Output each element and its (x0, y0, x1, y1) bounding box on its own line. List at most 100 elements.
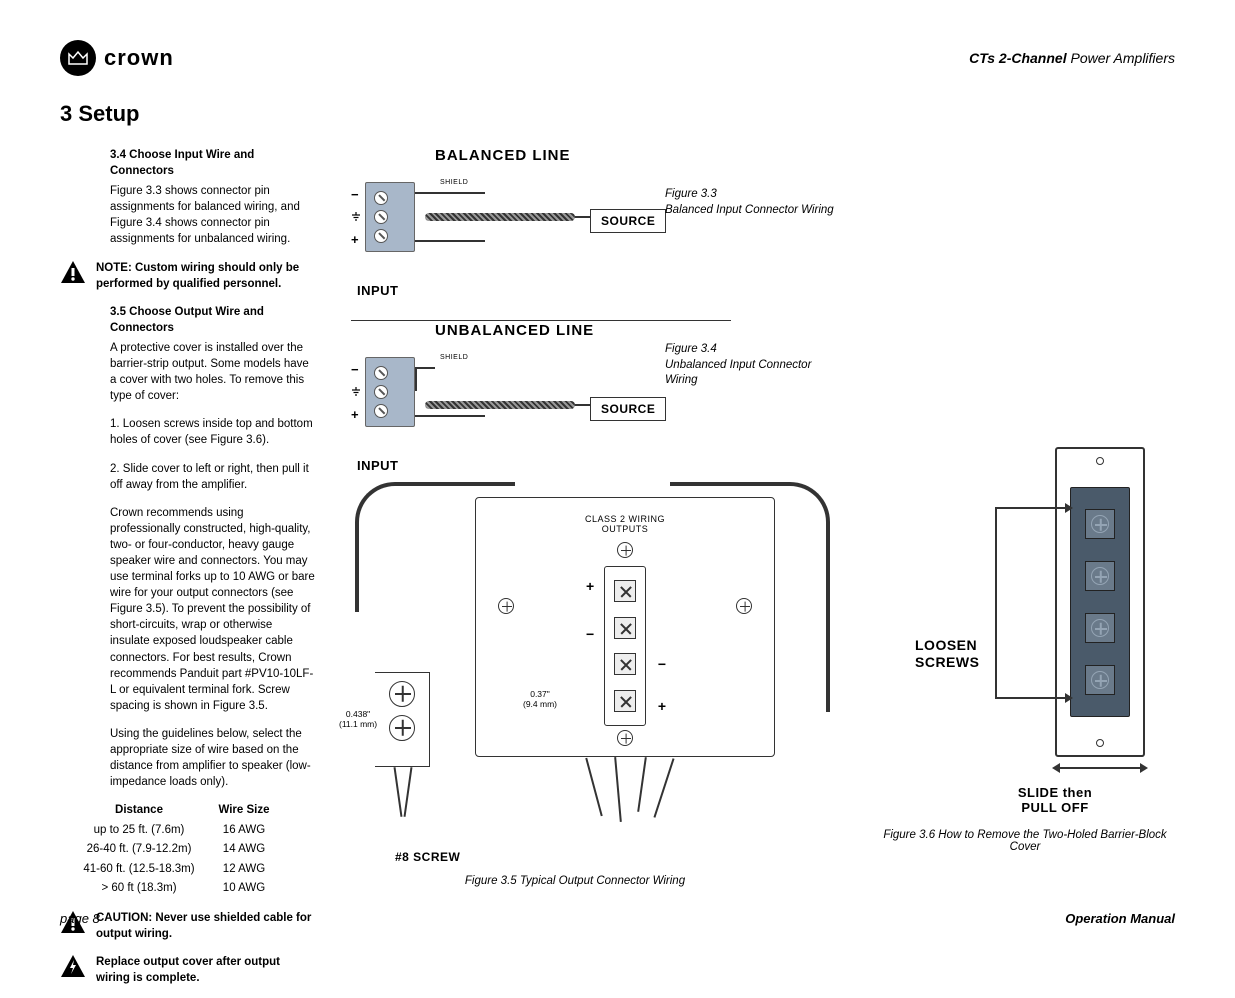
wire (415, 240, 485, 242)
replace-text: Replace output cover after output wiring… (96, 954, 315, 986)
bare-wire (653, 758, 674, 818)
input-connector (365, 357, 415, 427)
plus-sign: + (351, 407, 361, 422)
crown-logo-icon (60, 40, 96, 76)
spade-wire (394, 767, 403, 817)
arrow-line (995, 697, 1065, 699)
plus-sign: + (586, 578, 594, 594)
mount-screw-icon (617, 730, 633, 746)
output-cable (670, 482, 830, 712)
page-footer: page 8 Operation Manual (60, 911, 1175, 926)
barrier-screw-icon (614, 580, 636, 602)
manual-title: Operation Manual (1065, 911, 1175, 926)
warning-triangle-icon (60, 260, 86, 284)
arrow-head-icon (1065, 693, 1073, 703)
product-title: CTs 2-Channel Power Amplifiers (969, 50, 1175, 66)
wire (415, 192, 485, 194)
right-diagram-column: LOOSEN SCREWS SLIDE then PULL OFF Figure… (875, 147, 1175, 998)
terminal-hole (374, 191, 388, 205)
brand-name: crown (104, 45, 174, 71)
arrow-line (995, 507, 1065, 509)
subheading-3-4: 3.4 Choose Input Wire and Connectors (110, 147, 315, 179)
para-recommendation: Crown recommends using professionally co… (110, 505, 315, 714)
para-cover-intro: A protective cover is installed over the… (110, 340, 315, 404)
terminal-hole (374, 385, 388, 399)
table-header-wire-size: Wire Size (204, 802, 284, 818)
figure-3-4-caption: Figure 3.4 Unbalanced Input Connector Wi… (665, 342, 845, 389)
bare-wire (637, 757, 647, 812)
center-diagram-column: BALANCED LINE − + SHIELD (345, 147, 845, 998)
input-label: INPUT (357, 458, 845, 473)
minus-sign: − (586, 626, 594, 642)
figure-3-6-caption: Figure 3.6 How to Remove the Two-Holed B… (875, 829, 1175, 853)
para-step-1: 1. Loosen screws inside top and bottom h… (110, 416, 315, 448)
section-heading: 3 Setup (60, 101, 1175, 127)
minus-sign: − (351, 187, 361, 202)
cover-screw-slot (1085, 613, 1115, 643)
loosen-screws-label: LOOSEN SCREWS (915, 637, 979, 671)
plus-sign: + (658, 698, 666, 714)
subheading-3-5: 3.5 Choose Output Wire and Connectors (110, 304, 315, 336)
ground-symbol-icon (351, 212, 361, 222)
mount-screw-icon (617, 542, 633, 558)
cover-screw-slot (1085, 509, 1115, 539)
bracket-hole-icon (1096, 457, 1104, 465)
bare-wire (614, 757, 622, 822)
cover-screw-slot (1085, 665, 1115, 695)
barrier-strip (604, 566, 646, 726)
terminal-hole (374, 210, 388, 224)
page-number: page 8 (60, 911, 100, 926)
arrow-head-icon (1065, 503, 1073, 513)
spade-lug-icon (389, 681, 415, 707)
output-cable (355, 482, 515, 612)
table-row: up to 25 ft. (7.6m)16 AWG (74, 822, 315, 838)
brand-logo: crown (60, 40, 174, 76)
wire-size-table: Distance Wire Size up to 25 ft. (7.6m)16… (74, 802, 315, 895)
note-text: NOTE: Custom wiring should only be perfo… (96, 260, 315, 292)
cover-removal-diagram: LOOSEN SCREWS (905, 447, 1175, 777)
balanced-title: BALANCED LINE (435, 147, 845, 164)
para-wire-guide: Using the guidelines below, select the a… (110, 726, 315, 790)
minus-sign: − (351, 362, 361, 377)
unbalanced-title: UNBALANCED LINE (435, 322, 845, 339)
terminal-hole (374, 229, 388, 243)
content-area: 3.4 Choose Input Wire and Connectors Fig… (60, 147, 1175, 998)
wire (415, 415, 485, 417)
table-row: > 60 ft (18.3m)10 AWG (74, 880, 315, 896)
jumper-wire (415, 367, 435, 391)
shield-label: SHIELD (440, 179, 468, 186)
figure-3-3-caption: Figure 3.3 Balanced Input Connector Wiri… (665, 187, 834, 218)
class-2-label: CLASS 2 WIRING OUTPUTS (585, 514, 665, 534)
shielded-cable (425, 213, 575, 221)
table-header-distance: Distance (74, 802, 204, 818)
spade-wire (404, 767, 413, 817)
note-row: NOTE: Custom wiring should only be perfo… (60, 260, 315, 292)
screw-size-label: #8 SCREW (395, 850, 460, 864)
slide-arrow-line (1060, 767, 1140, 769)
barrier-screw-icon (614, 690, 636, 712)
bracket-hole-icon (1096, 739, 1104, 747)
input-label: INPUT (357, 283, 845, 298)
table-row: 41-60 ft. (12.5-18.3m)12 AWG (74, 861, 315, 877)
replace-cover-row: Replace output cover after output wiring… (60, 954, 315, 986)
dimension-label-2: 0.37"(9.4 mm) (515, 690, 565, 710)
arrow-head-right-icon (1140, 763, 1148, 773)
spade-lug-icon (389, 715, 415, 741)
terminal-hole (374, 366, 388, 380)
plus-sign: + (351, 232, 361, 247)
ground-symbol-icon (351, 387, 361, 397)
figure-3-5-caption: Figure 3.5 Typical Output Connector Wiri… (345, 875, 805, 887)
minus-sign: − (658, 656, 666, 672)
input-connector (365, 182, 415, 252)
spade-terminal-detail: 0.438"(11.1 mm) (345, 672, 455, 767)
output-wiring-diagram: CLASS 2 WIRING OUTPUTS + − − + (345, 497, 805, 897)
shielded-cable (425, 401, 575, 409)
unbalanced-line-diagram: UNBALANCED LINE − + SHIELD (345, 322, 845, 473)
cover-screw-slot (1085, 561, 1115, 591)
wire (575, 216, 590, 218)
table-row: 26-40 ft. (7.9-12.2m)14 AWG (74, 841, 315, 857)
shield-label: SHIELD (440, 354, 468, 361)
arrow-line (995, 507, 997, 699)
source-label: SOURCE (590, 397, 666, 421)
slide-pull-label: SLIDE then PULL OFF (935, 785, 1175, 815)
